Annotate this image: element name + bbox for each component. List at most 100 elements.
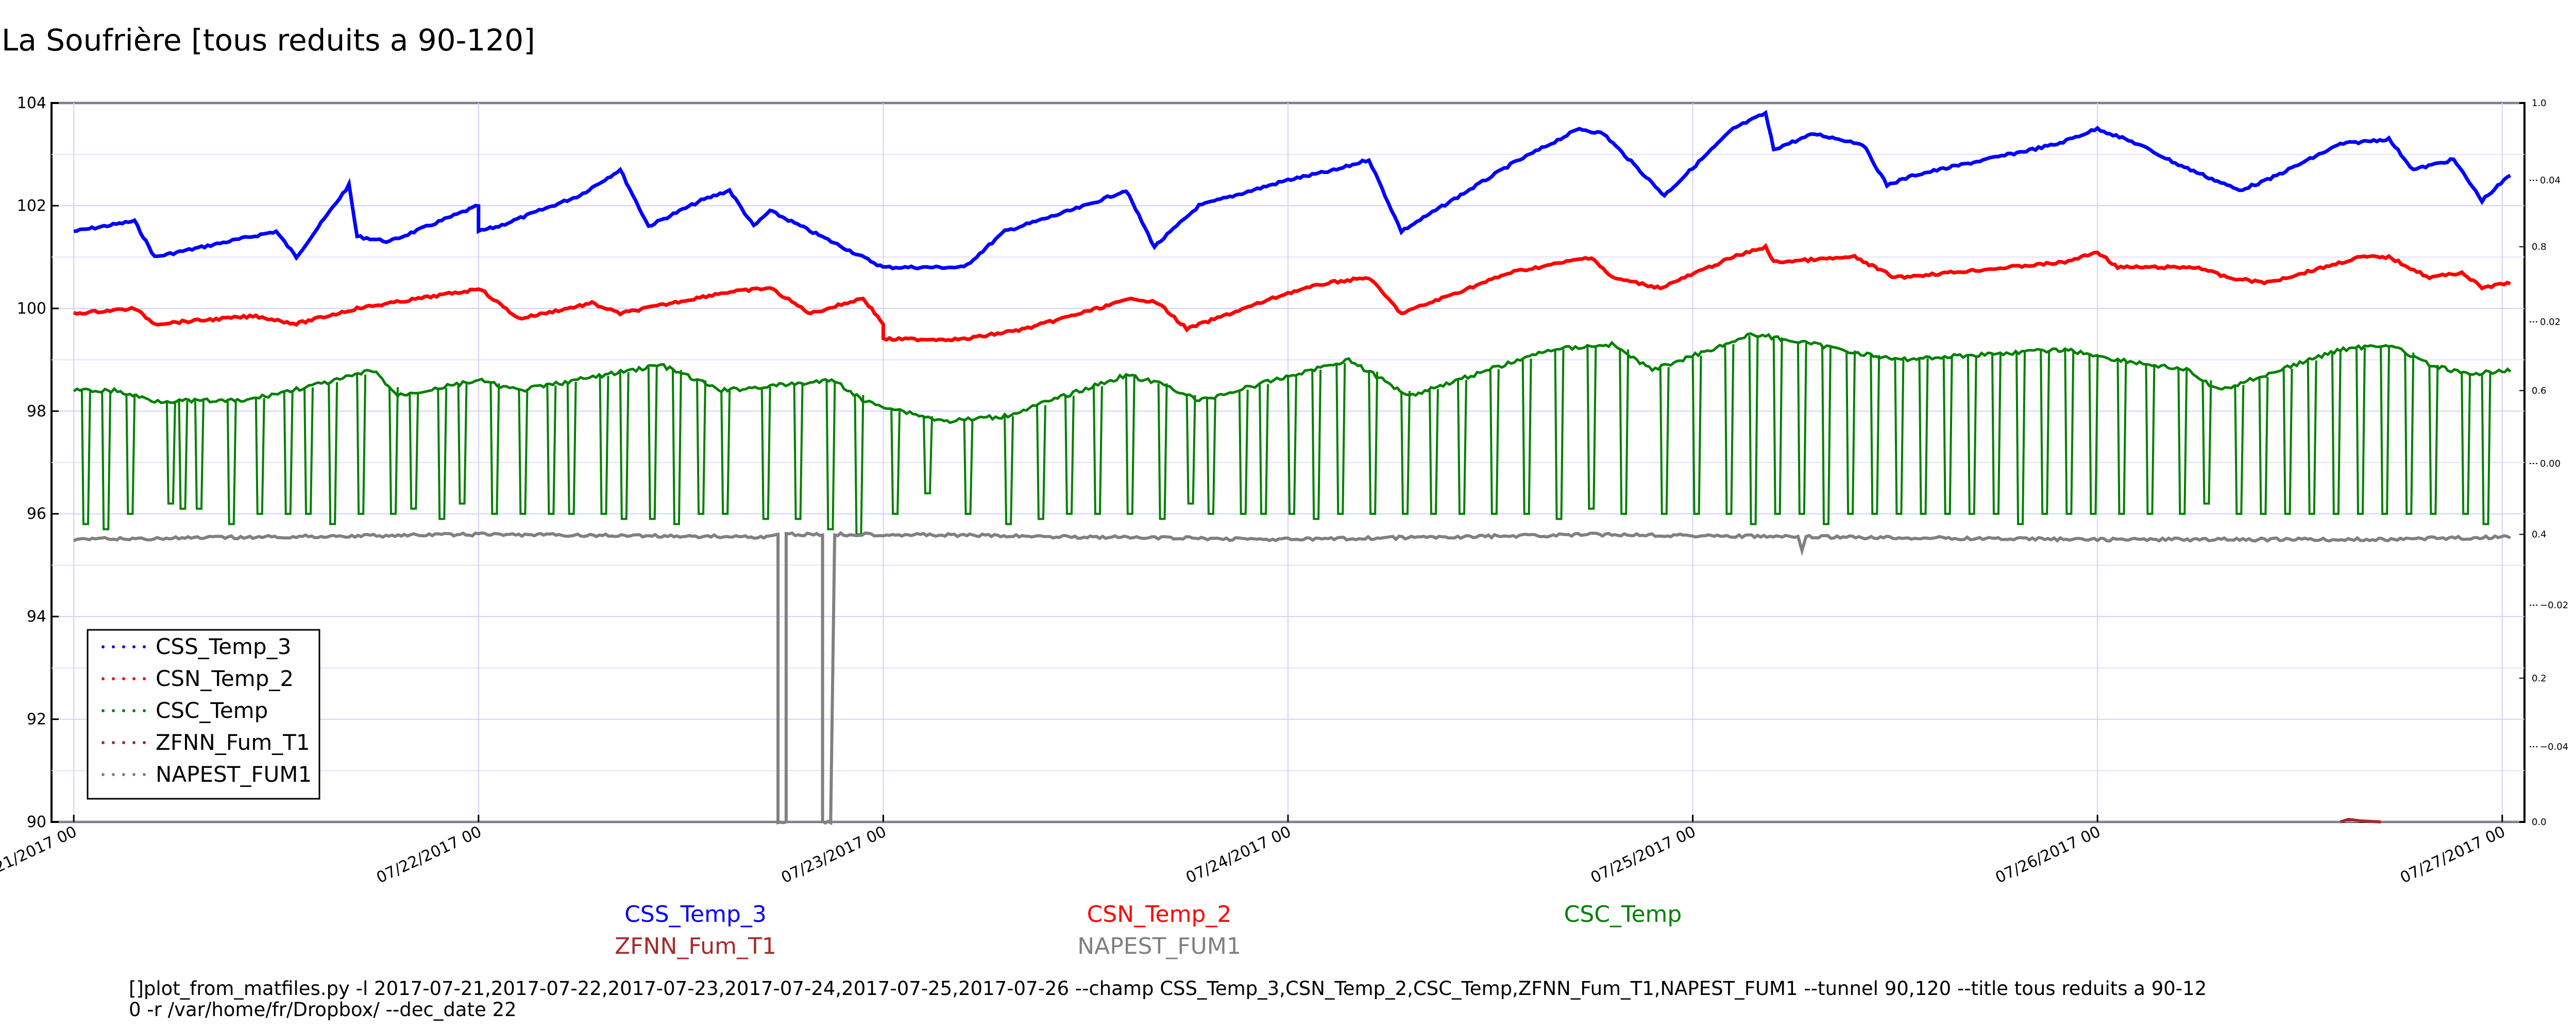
caption-csn-temp-2: CSN_Temp_2 <box>1087 901 1232 928</box>
legend-marker <box>122 741 125 744</box>
series-csc-temp-dip <box>101 390 112 530</box>
series-csn-temp-2 <box>73 243 2511 342</box>
legend-marker <box>143 741 146 744</box>
series-csc-temp-dip <box>255 398 265 515</box>
right-inner-tick-label: 0.00 <box>2540 458 2561 469</box>
plot-area <box>50 102 2526 826</box>
right-tick-label: 0.4 <box>2532 529 2547 540</box>
series-zfnn-fum-t1 <box>2340 817 2381 823</box>
y-tick-label: 92 <box>27 711 46 729</box>
caption-css-temp-3: CSS_Temp_3 <box>624 901 767 928</box>
series-csc-temp-dip <box>409 393 419 510</box>
series-csc-temp-dip <box>1489 369 1500 515</box>
legend-marker <box>112 741 115 744</box>
series-csc-temp-dip <box>489 383 500 515</box>
y-tick-label: 94 <box>27 608 46 626</box>
series-csc-temp-dip <box>760 387 771 520</box>
legend-marker <box>101 741 105 744</box>
x-tick-label: 07/27/2017 00 <box>2397 823 2508 887</box>
right-inner-tick-label: −0.02 <box>2540 600 2568 611</box>
right-tick-label: 0.8 <box>2532 242 2547 252</box>
series-csc-temp-dip <box>165 401 176 505</box>
legend-marker <box>132 677 135 680</box>
series-csc-temp-dip <box>566 382 577 515</box>
legend-marker <box>143 645 146 648</box>
series-csc-temp-dip <box>2234 385 2245 515</box>
series-csc-temp-dip <box>963 419 974 515</box>
caption-napest-fum1: NAPEST_FUM1 <box>1077 933 1241 959</box>
series-csc-temp-dip <box>1036 405 1046 520</box>
legend-marker <box>132 741 135 744</box>
x-tick-label: 07/23/2017 00 <box>778 823 889 887</box>
series-csc-temp-dip <box>1554 349 1565 520</box>
legend-marker <box>112 645 115 648</box>
legend-marker <box>122 645 125 648</box>
series-csc-temp-dip <box>1238 389 1249 515</box>
series-csc-temp <box>73 332 2512 424</box>
series-csc-temp-dip <box>2201 380 2212 505</box>
legend-label: NAPEST_FUM1 <box>156 762 312 787</box>
series-csc-temp-dip <box>1619 349 1630 515</box>
series-csc-temp-dip <box>2064 349 2075 515</box>
series-csc-temp-dip <box>2355 348 2366 515</box>
series-csc-temp-dip <box>825 381 836 530</box>
right-tick-label: 0.2 <box>2532 673 2547 684</box>
caption: CSS_Temp_3 CSN_Temp_2 CSC_Temp ZFNN_Fum_… <box>129 901 2207 1021</box>
series-csc-temp-dip <box>1368 371 1379 515</box>
legend-marker <box>112 677 115 680</box>
series-csc-temp-dip <box>518 390 529 515</box>
series-csc-temp-dip <box>1521 358 1532 515</box>
series-csc-temp-dip <box>1428 389 1439 515</box>
series-csc-temp-dip <box>671 370 682 525</box>
x-tick-label: 07/26/2017 00 <box>1993 823 2104 887</box>
series-csc-temp-dip <box>1004 416 1014 525</box>
series-csc-temp-dip <box>720 390 731 515</box>
series-csc-temp-dip <box>696 380 707 515</box>
series-csc-temp-dip <box>1870 355 1880 515</box>
series-css-temp-3 <box>73 110 2512 271</box>
series-csc-temp-dip <box>1311 369 1322 520</box>
right-tick-label: 0.0 <box>2532 817 2547 828</box>
series-csc-temp-dip <box>793 384 804 520</box>
series-csc-temp-dip <box>356 374 367 515</box>
series-csc-temp-dip <box>1586 346 1597 510</box>
series-csc-temp-dip <box>2088 354 2099 515</box>
legend-marker <box>101 773 105 776</box>
series-csc-temp-dip <box>2258 376 2269 515</box>
series-csc-temp-dip <box>599 375 609 515</box>
series-csc-temp-dip <box>1797 341 1807 515</box>
legend-marker <box>143 677 146 680</box>
y-tick-label: 104 <box>17 94 46 112</box>
legend-marker <box>132 773 135 776</box>
series-csc-temp-dip <box>2404 352 2415 515</box>
legend-marker <box>112 709 115 712</box>
caption-zfnn-fum-t1: ZFNN_Fum_T1 <box>615 933 776 959</box>
series-csc-temp-dip <box>2428 365 2439 515</box>
series-csc-temp-dip <box>1659 367 1670 515</box>
legend-marker <box>143 773 146 776</box>
series-csc-temp-dip <box>1991 354 2002 515</box>
series-csc-temp-dip <box>1259 384 1269 515</box>
series-csc-temp-dip <box>2116 359 2127 515</box>
legend-marker <box>112 773 115 776</box>
series-csc-temp-dip <box>2145 364 2156 515</box>
legend-marker <box>101 677 105 680</box>
x-tick-label: 07/22/2017 00 <box>374 823 484 887</box>
series-csc-temp-dip <box>1185 395 1196 505</box>
y-tick-label: 98 <box>27 402 46 420</box>
series-csc-temp-dip <box>437 388 448 520</box>
series-csc-temp-dip <box>1845 350 1856 515</box>
legend-label: CSN_Temp_2 <box>156 666 294 691</box>
series-csc-temp-dip <box>1125 375 1136 515</box>
series-csc-temp-dip <box>2040 351 2050 515</box>
series-csc-temp-dip <box>1724 344 1735 515</box>
right-inner-tick-label: −0.04 <box>2540 742 2568 752</box>
legend: CSS_Temp_3 CSN_Temp_2 CSC_Temp ZFNN_Fum_T1 N… <box>87 629 320 800</box>
series-csc-temp-dip <box>2015 352 2026 525</box>
legend-label: ZFNN_Fum_T1 <box>156 730 310 755</box>
chart-title: La Soufrière [tous reduits a 90-120] <box>2 23 535 58</box>
series-csc-temp-dip <box>194 401 205 510</box>
x-tick-label: 07/24/2017 00 <box>1183 823 1294 887</box>
legend-box <box>87 629 320 800</box>
